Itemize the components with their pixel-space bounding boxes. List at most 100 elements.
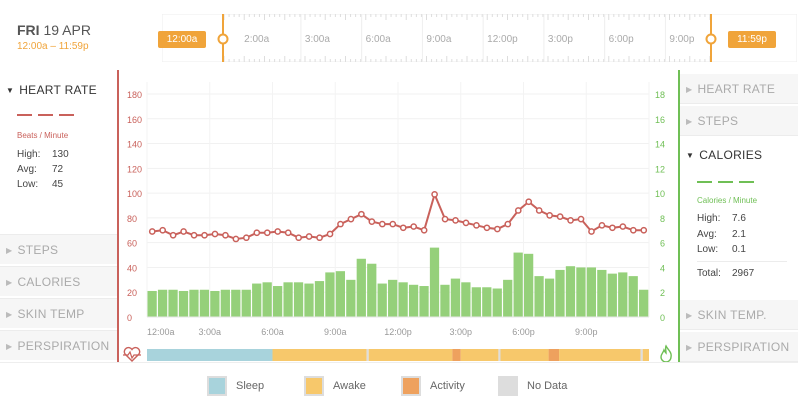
calories-line-key bbox=[697, 181, 754, 183]
sidebar-item-steps[interactable]: ▶ STEPS bbox=[0, 234, 117, 264]
calorie-bar bbox=[210, 290, 220, 317]
sidebar-item-skin-temp[interactable]: ▶ SKIN TEMP bbox=[0, 298, 117, 328]
heart-rate-point bbox=[368, 218, 376, 225]
activity-legend: Sleep Awake Activity No Data bbox=[0, 362, 798, 407]
calorie-bar bbox=[273, 286, 283, 317]
x-axis-tick-label: 3:00p bbox=[449, 327, 472, 337]
low-value: 45 bbox=[52, 179, 64, 190]
sidebar-item-perspiration[interactable]: ▶ PERSPIRATION bbox=[0, 330, 117, 360]
timeline-tick-label: 12:00p bbox=[487, 34, 518, 45]
heart-rate-point bbox=[577, 215, 585, 223]
calorie-bar bbox=[471, 287, 481, 317]
calories-panel[interactable]: ▼ CALORIES Calories / Minute High: 7.6 Avg… bbox=[680, 138, 798, 298]
heart-rate-line-key bbox=[17, 114, 74, 116]
left-metric-panel: ▼ HEART RATE Beats / Minute High: 130 Avg:… bbox=[0, 74, 117, 362]
activity-segment-awake bbox=[460, 349, 499, 361]
caret-down-icon: ▼ bbox=[686, 151, 695, 160]
heart-rate-title-text: HEART RATE bbox=[19, 83, 97, 97]
calorie-bar bbox=[639, 289, 649, 317]
x-axis-tick-label: 6:00a bbox=[261, 327, 284, 337]
right-axis-tick-label: 2 bbox=[660, 288, 665, 298]
calorie-bar bbox=[429, 247, 440, 317]
avg-value: 72 bbox=[52, 164, 64, 175]
left-axis-tick-label: 80 bbox=[127, 214, 137, 224]
right-axis-tick-label: 0 bbox=[660, 313, 665, 323]
heart-icon-outline bbox=[123, 346, 141, 362]
sidebar-item-label: SKIN TEMP bbox=[17, 307, 85, 321]
heart-rate-point bbox=[431, 191, 438, 198]
calorie-bar bbox=[492, 288, 502, 317]
calorie-bar bbox=[576, 267, 586, 317]
left-axis-tick-label: 120 bbox=[127, 164, 142, 174]
high-label: High: bbox=[17, 149, 41, 160]
legend-label: Activity bbox=[430, 380, 465, 392]
calorie-bar bbox=[304, 283, 314, 317]
time-range-scrubber[interactable]: 2:00a 3:00a 6:00a 9:00a 12:00p 3:00p 6:00p 9:00… bbox=[158, 14, 797, 62]
calorie-bar bbox=[314, 281, 325, 317]
heart-rate-point bbox=[169, 231, 177, 239]
heart-rate-panel[interactable]: ▼ HEART RATE Beats / Minute High: 130 Avg:… bbox=[0, 74, 117, 234]
heart-rate-point bbox=[274, 228, 282, 235]
timeline-tick-label: 6:00a bbox=[366, 34, 391, 45]
calorie-bar bbox=[398, 282, 408, 317]
timeline-tick-label: 3:00a bbox=[305, 34, 330, 45]
calorie-bar bbox=[293, 282, 304, 317]
caret-right-icon: ▶ bbox=[686, 311, 693, 320]
heart-rate-point bbox=[629, 226, 637, 234]
calories-high: High: 7.6 bbox=[697, 213, 746, 224]
heart-rate-point bbox=[253, 229, 261, 237]
calorie-bar bbox=[220, 289, 230, 317]
sidebar-item-label: STEPS bbox=[17, 243, 59, 257]
calorie-bar bbox=[544, 278, 555, 317]
left-axis-tick-label: 140 bbox=[127, 140, 142, 150]
sidebar-item-label: PERSPIRATION bbox=[17, 339, 110, 353]
legend-label: No Data bbox=[527, 380, 568, 392]
calorie-bar bbox=[199, 289, 210, 317]
sidebar-item-label: HEART RATE bbox=[697, 82, 776, 96]
left-axis-tick-label: 20 bbox=[127, 288, 137, 298]
sidebar-item-heart-rate[interactable]: ▶ HEART RATE bbox=[680, 74, 798, 104]
sidebar-item-label: CALORIES bbox=[17, 275, 81, 289]
calorie-bar bbox=[597, 269, 607, 317]
heart-rate-point bbox=[243, 234, 250, 242]
legend-label: Sleep bbox=[236, 380, 265, 392]
heart-rate-point bbox=[556, 213, 564, 220]
heart-rate-title[interactable]: ▼ HEART RATE bbox=[6, 83, 97, 97]
x-axis-tick-label: 9:00a bbox=[324, 327, 347, 337]
start-handle-label[interactable]: 12:00a bbox=[158, 31, 206, 48]
heart-rate-point bbox=[452, 217, 459, 224]
timeline-background bbox=[162, 14, 797, 62]
left-axis-tick-label: 100 bbox=[127, 189, 142, 199]
sidebar-item-skin-temp-right[interactable]: ▶ SKIN TEMP. bbox=[680, 300, 798, 330]
heart-rate-low: Low: 45 bbox=[17, 179, 63, 190]
left-axis-tick-label: 0 bbox=[127, 313, 132, 323]
heart-icon-pulse bbox=[123, 350, 141, 360]
right-axis-pointer bbox=[679, 173, 680, 189]
calorie-bar bbox=[346, 279, 356, 317]
end-handle-label[interactable]: 11:59p bbox=[728, 31, 776, 48]
calorie-bar bbox=[189, 289, 199, 317]
sidebar-item-calories[interactable]: ▶ CALORIES bbox=[0, 266, 117, 296]
timeline-tick-label: 3:00p bbox=[548, 34, 573, 45]
calorie-bar bbox=[178, 290, 189, 317]
sidebar-item-perspiration-right[interactable]: ▶ PERSPIRATION bbox=[680, 332, 798, 362]
left-axis-tick-label: 40 bbox=[127, 263, 137, 273]
heart-rate-point bbox=[588, 228, 595, 235]
heart-rate-point bbox=[389, 220, 397, 228]
calories-title[interactable]: ▼ CALORIES bbox=[686, 148, 762, 162]
heart-rate-unit: Beats / Minute bbox=[17, 131, 69, 140]
heart-rate-high: High: 130 bbox=[17, 149, 69, 160]
heart-rate-point bbox=[535, 207, 543, 214]
calorie-bar bbox=[356, 258, 366, 317]
time-range-label: 12:00a – 11:59p bbox=[17, 41, 89, 52]
x-axis-tick-label: 6:00p bbox=[512, 327, 535, 337]
heart-rate-point bbox=[483, 224, 491, 232]
end-handle-knob bbox=[705, 33, 717, 45]
calories-title-text: CALORIES bbox=[699, 148, 763, 162]
calorie-bar bbox=[534, 276, 544, 317]
sidebar-item-steps-right[interactable]: ▶ STEPS bbox=[680, 106, 798, 136]
heart-rate-calories-chart[interactable]: 0 20 40 60 80 100 120 140 160 180 0 2 4 6 8 10 12 14 16 18 1… bbox=[117, 70, 680, 362]
calorie-bar bbox=[335, 271, 346, 317]
heart-rate-point bbox=[263, 229, 271, 237]
legend-swatch bbox=[207, 376, 227, 396]
